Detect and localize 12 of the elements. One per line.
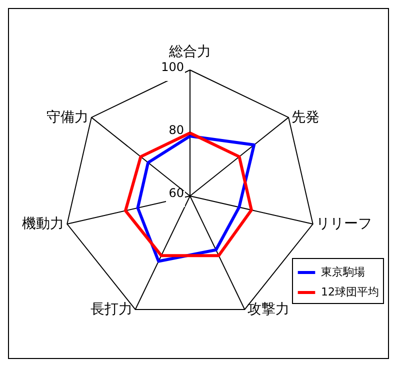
- spoke-label: 攻撃力: [248, 301, 290, 318]
- spoke-label: 総合力: [168, 44, 211, 60]
- spoke-label: 機動力: [22, 216, 64, 232]
- legend-label: 東京駒場: [321, 266, 365, 278]
- spoke-label: リリーフ: [316, 216, 372, 232]
- spoke-label: 守備力: [46, 109, 88, 126]
- y-tick-label: 60: [168, 186, 184, 200]
- spoke-label: 長打力: [90, 301, 132, 318]
- spoke-label: 先発: [292, 109, 320, 126]
- y-tick-label: 80: [168, 122, 184, 137]
- legend-label: 12球団平均: [321, 286, 379, 298]
- y-tick-label: 100: [161, 60, 184, 74]
